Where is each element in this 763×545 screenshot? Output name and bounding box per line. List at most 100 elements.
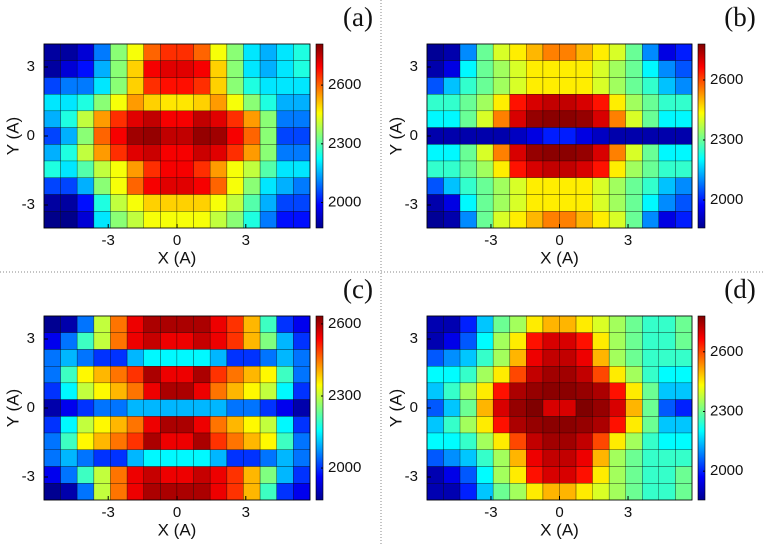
cell [193,432,211,450]
cell [293,60,311,78]
cell [276,94,294,112]
cell [642,399,660,417]
cell [658,332,676,350]
cell [642,43,660,61]
cell [60,110,78,128]
cell [293,366,311,384]
cell [126,332,145,350]
cell [176,483,194,501]
cell [243,43,261,61]
cell [476,94,494,112]
cell [110,211,128,229]
cell [526,332,544,350]
cell [276,432,294,450]
cell [559,366,577,384]
cell [443,211,461,229]
cell [143,399,161,417]
cell [43,449,61,467]
cell [608,43,627,61]
cell [143,432,161,450]
cell [293,416,311,434]
cell [509,177,527,195]
cell [243,77,261,95]
cell [509,449,527,467]
cell [60,211,78,229]
cell [542,211,560,229]
cell [76,315,95,333]
cell [542,177,560,195]
cell [60,449,78,467]
cell [459,349,477,367]
cell [193,211,211,229]
cell [675,144,693,162]
cell [426,160,444,178]
cell [293,43,311,61]
cell [60,366,78,384]
cell [143,60,161,78]
cell [226,94,244,112]
cell [526,349,544,367]
cell [93,366,111,384]
cell [476,160,494,178]
cell [526,60,544,78]
cell [259,60,278,78]
y-tick-label: -3 [22,468,35,485]
cell [459,483,477,501]
cell [575,43,593,61]
cell [76,160,95,178]
panel-label: (d) [724,274,755,304]
cell [193,399,211,417]
cell [575,77,593,95]
cell [575,94,593,112]
cell [76,449,95,467]
cell [459,399,477,417]
cell [559,77,577,95]
cell [443,332,461,350]
cell [193,160,211,178]
cell [542,127,560,145]
cell [476,332,494,350]
cell [93,127,111,145]
cell [110,399,128,417]
cell [276,399,294,417]
cell [126,416,145,434]
cell [492,94,511,112]
cell [542,315,560,333]
cell [642,382,660,400]
cell [476,416,494,434]
cell [526,211,544,229]
cell [658,110,676,128]
cell [559,382,577,400]
cell [209,177,228,195]
colorbar [315,43,324,229]
cell [243,466,261,484]
cell [492,43,511,61]
cell [93,349,111,367]
cell [226,332,244,350]
cell [575,211,593,229]
cell [476,399,494,417]
y-tick-label: -3 [405,468,418,485]
cell [492,144,511,162]
cell [443,94,461,112]
cell [76,483,95,501]
cell [542,94,560,112]
cell [459,366,477,384]
colorbar-tick-label: 2000 [710,191,743,208]
cell [76,94,95,112]
cell [293,77,311,95]
cell [559,466,577,484]
cell [658,127,676,145]
cell [642,366,660,384]
x-tick-label: 3 [242,232,250,249]
plot-frame [43,315,311,501]
cell [243,382,261,400]
cell [658,349,676,367]
y-tick-label: -3 [22,196,35,213]
cell [209,366,228,384]
cell [608,416,627,434]
cell [259,315,278,333]
cell [259,449,278,467]
cell [592,160,610,178]
cell [76,211,95,229]
